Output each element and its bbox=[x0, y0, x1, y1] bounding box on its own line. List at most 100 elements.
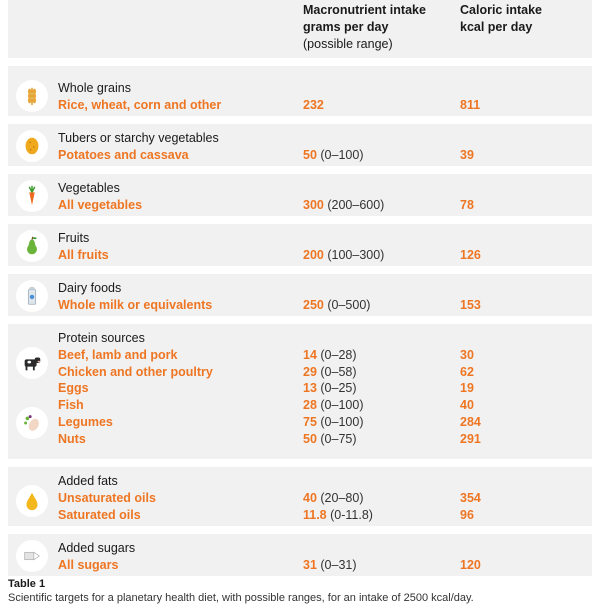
grams-value: 75 bbox=[303, 415, 317, 429]
food-item-name: Beef, lamb and pork bbox=[58, 347, 178, 362]
category-label: Tubers or starchy vegetables bbox=[58, 131, 219, 145]
table-row: Beef, lamb and pork 14 (0–28) 30 bbox=[58, 347, 592, 364]
grams-value: 40 bbox=[303, 490, 317, 505]
sugar-icon bbox=[16, 540, 48, 572]
food-item-name: Eggs bbox=[58, 381, 89, 396]
table-row: Rice, wheat, corn and other 232 811 bbox=[58, 97, 592, 114]
section-fruits: Fruits All fruits 200 (100–300) 126 bbox=[8, 224, 592, 266]
grams-range: (0–25) bbox=[320, 381, 357, 396]
grams-cell: 31 (0–31) bbox=[303, 557, 357, 574]
grams-header-line1: Macronutrient intake bbox=[303, 3, 426, 17]
category-label: Added sugars bbox=[58, 541, 136, 555]
category-label: Protein sources bbox=[58, 331, 145, 345]
grams-range: (100–300) bbox=[327, 247, 385, 262]
table-caption: Table 1 Scientific targets for a planeta… bbox=[8, 577, 474, 605]
grams-value: 232 bbox=[303, 97, 324, 112]
cow-icon bbox=[16, 347, 48, 379]
food-item-name: Legumes bbox=[58, 415, 113, 429]
category-row: Added fats bbox=[58, 473, 592, 490]
grams-cell: 11.8 (0-11.8) bbox=[303, 507, 373, 524]
food-item-name: Unsaturated oils bbox=[58, 490, 156, 505]
food-item-name: Rice, wheat, corn and other bbox=[58, 97, 222, 112]
grams-value: 300 bbox=[303, 197, 324, 212]
table-row: Nuts 50 (0–75) 291 bbox=[58, 431, 592, 448]
grams-value: 28 bbox=[303, 398, 317, 413]
grams-column-header: Macronutrient intake grams per day (poss… bbox=[303, 2, 426, 53]
kcal-value: 291 bbox=[460, 431, 481, 446]
grams-range: (0–75) bbox=[320, 431, 357, 446]
kcal-value: 19 bbox=[460, 381, 474, 396]
grams-range: (0–31) bbox=[320, 557, 357, 572]
grams-cell: 13 (0–25) bbox=[303, 380, 357, 397]
grams-cell: 50 (0–75) bbox=[303, 431, 357, 448]
grams-range: (0–58) bbox=[320, 364, 357, 379]
kcal-value: 153 bbox=[460, 297, 481, 312]
grams-value: 50 bbox=[303, 431, 317, 446]
food-item-name: All vegetables bbox=[58, 197, 143, 212]
grams-value: 13 bbox=[303, 381, 317, 396]
grams-cell: 14 (0–28) bbox=[303, 347, 357, 364]
food-item-name: Chicken and other poultry bbox=[58, 364, 213, 379]
pear-icon bbox=[16, 230, 48, 262]
category-row: Protein sources bbox=[58, 330, 592, 347]
grams-cell: 75 (0–100) bbox=[303, 414, 363, 431]
kcal-value: 354 bbox=[460, 490, 481, 505]
kcal-value: 78 bbox=[460, 197, 474, 212]
grams-value: 31 bbox=[303, 557, 317, 572]
milk-icon bbox=[16, 280, 48, 312]
table-row: Saturated oils 11.8 (0-11.8) 96 bbox=[58, 507, 592, 524]
kcal-value: 811 bbox=[460, 97, 481, 112]
section-vegetables: Vegetables All vegetables 300 (200–600) 78 bbox=[8, 174, 592, 216]
kcal-value: 96 bbox=[460, 507, 474, 522]
kcal-header-line1: Caloric intake bbox=[460, 3, 542, 17]
category-row: Tubers or starchy vegetables bbox=[58, 130, 592, 147]
grams-value: 250 bbox=[303, 297, 324, 312]
grams-range: (20–80) bbox=[320, 490, 364, 505]
grams-cell: 40 (20–80) bbox=[303, 490, 363, 507]
grams-range: (0-11.8) bbox=[330, 507, 373, 522]
grams-range: (0–100) bbox=[320, 147, 364, 162]
caption-label: Table 1 bbox=[8, 578, 46, 590]
category-label: Vegetables bbox=[58, 181, 120, 195]
grams-header-line2: grams per day bbox=[303, 20, 389, 34]
grams-range: (0–28) bbox=[320, 347, 357, 362]
diet-table: Macronutrient intake grams per day (poss… bbox=[8, 0, 592, 576]
kcal-value: 284 bbox=[460, 415, 481, 429]
kcal-column-header: Caloric intake kcal per day bbox=[460, 2, 542, 36]
category-label: Fruits bbox=[58, 231, 90, 245]
legumes-icon bbox=[16, 407, 48, 439]
grams-cell: 300 (200–600) bbox=[303, 197, 384, 214]
kcal-value: 62 bbox=[460, 364, 474, 379]
section-dairy-foods: Dairy foods Whole milk or equivalents 250 … bbox=[8, 274, 592, 316]
table-row: Eggs 13 (0–25) 19 bbox=[58, 380, 592, 397]
grams-cell: 29 (0–58) bbox=[303, 364, 357, 381]
section-protein-sources: Protein sources Beef, lamb and pork 14 (0–… bbox=[8, 324, 592, 459]
category-row: Added sugars bbox=[58, 540, 592, 557]
kcal-value: 39 bbox=[460, 147, 474, 162]
category-label: Added fats bbox=[58, 474, 118, 488]
grams-cell: 232 bbox=[303, 97, 324, 114]
grams-range: (0–100) bbox=[320, 398, 364, 413]
food-item-name: Potatoes and cassava bbox=[58, 147, 189, 162]
wheat-icon bbox=[16, 80, 48, 112]
category-row: Whole grains bbox=[58, 80, 592, 97]
section-whole-grains: Whole grains Rice, wheat, corn and other 2… bbox=[8, 66, 592, 116]
oil-drop-icon bbox=[16, 485, 48, 518]
food-item-name: Saturated oils bbox=[58, 507, 141, 522]
table-row: All fruits 200 (100–300) 126 bbox=[58, 247, 592, 264]
table-row: Whole milk or equivalents 250 (0–500) 153 bbox=[58, 297, 592, 314]
table-row: Fish 28 (0–100) 40 bbox=[58, 397, 592, 414]
caption-text: Scientific targets for a planetary healt… bbox=[8, 592, 474, 604]
grams-value: 14 bbox=[303, 347, 317, 362]
table-row: Legumes 75 (0–100) 284 bbox=[58, 414, 592, 431]
kcal-value: 120 bbox=[460, 557, 481, 572]
section-added-sugars: Added sugars All sugars 31 (0–31) 120 bbox=[8, 534, 592, 576]
table-row: Unsaturated oils 40 (20–80) 354 bbox=[58, 490, 592, 507]
food-item-name: Nuts bbox=[58, 431, 86, 446]
table-row: All vegetables 300 (200–600) 78 bbox=[58, 197, 592, 214]
potato-icon bbox=[16, 130, 48, 162]
kcal-value: 30 bbox=[460, 347, 474, 362]
table-row: Potatoes and cassava 50 (0–100) 39 bbox=[58, 147, 592, 164]
grams-range: (0–500) bbox=[327, 297, 371, 312]
grams-header-sub: (possible range) bbox=[303, 37, 393, 51]
